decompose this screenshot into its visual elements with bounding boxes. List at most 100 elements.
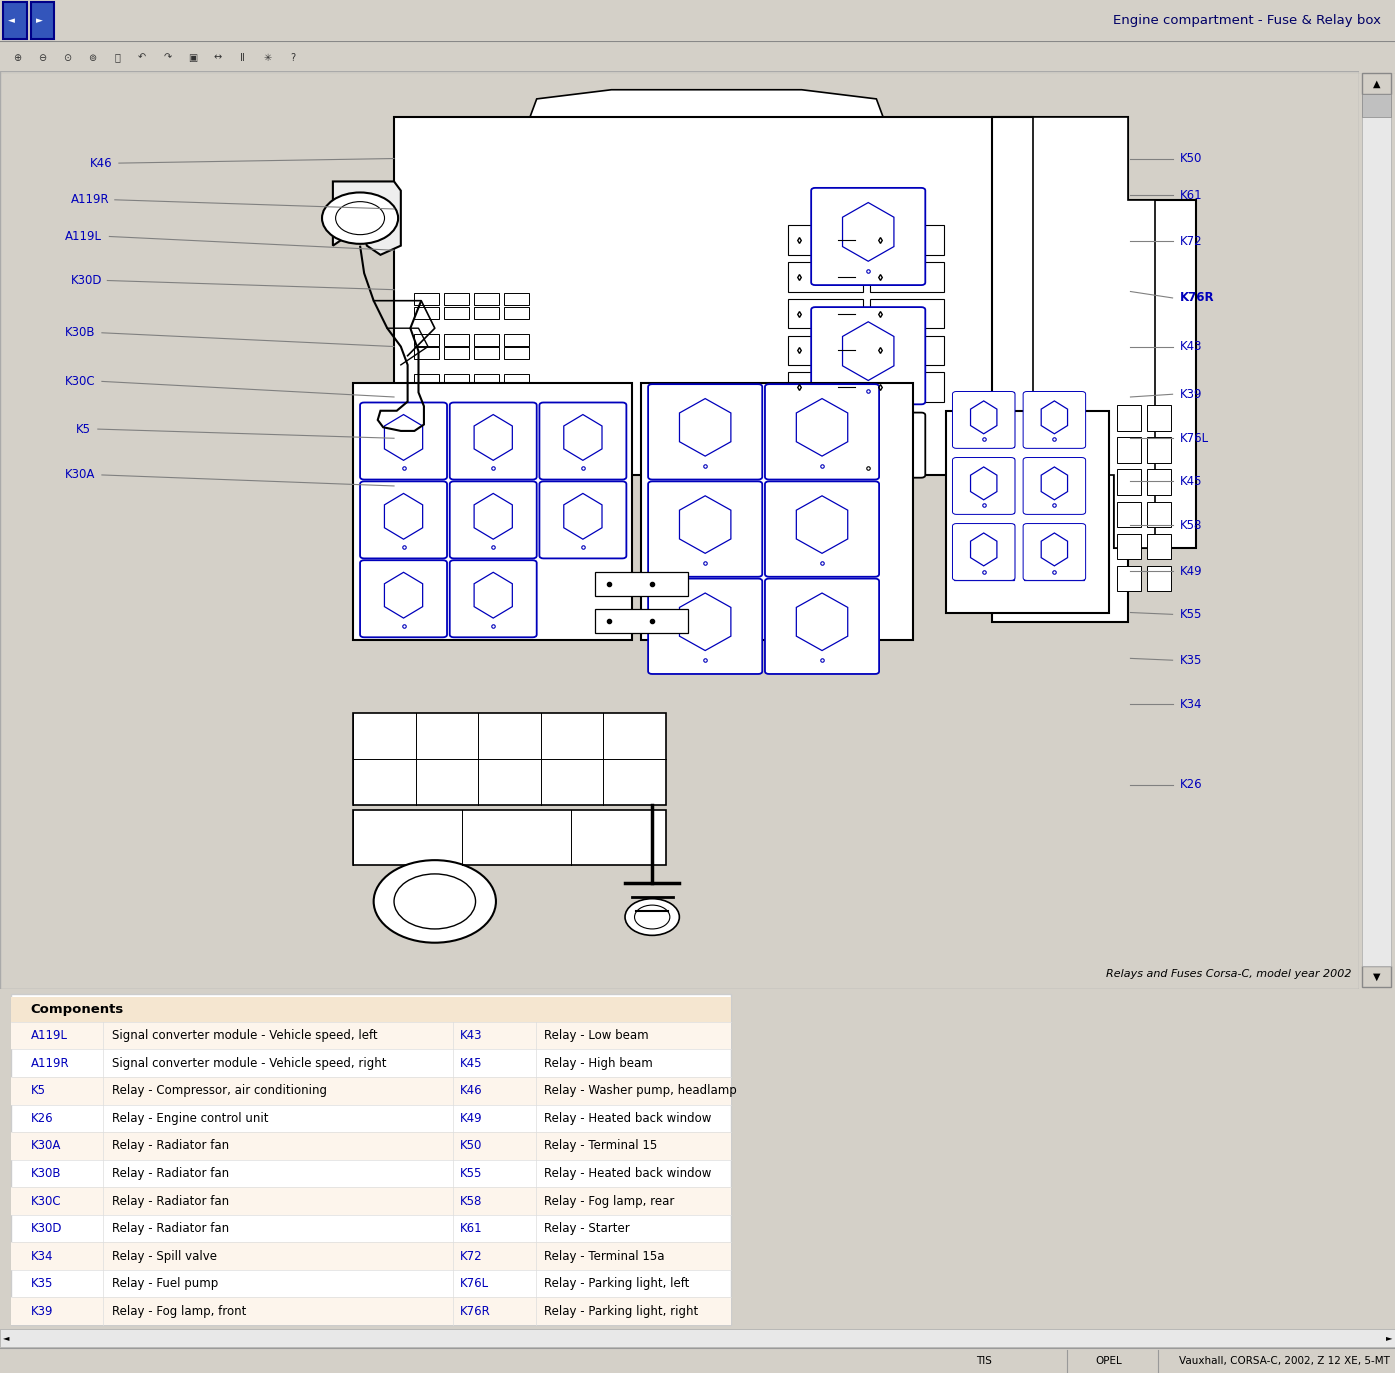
Bar: [1024, 524, 1084, 579]
Text: Relay - Radiator fan: Relay - Radiator fan: [112, 1195, 229, 1207]
Text: K30D: K30D: [31, 1222, 63, 1236]
Text: Relay - Spill valve: Relay - Spill valve: [112, 1249, 216, 1263]
Text: Relay - Engine control unit: Relay - Engine control unit: [112, 1112, 268, 1124]
Bar: [788, 262, 862, 291]
Bar: [642, 383, 914, 640]
Polygon shape: [530, 89, 883, 126]
Text: ↔: ↔: [213, 52, 222, 63]
Bar: [504, 387, 529, 400]
Text: K49: K49: [1179, 564, 1202, 578]
Text: K76L: K76L: [460, 1277, 490, 1291]
Polygon shape: [564, 415, 603, 460]
Bar: [1147, 405, 1172, 431]
Text: K30C: K30C: [66, 375, 96, 389]
Polygon shape: [564, 493, 603, 540]
Text: Relay - Radiator fan: Relay - Radiator fan: [112, 1222, 229, 1236]
Polygon shape: [797, 593, 848, 651]
Text: ?: ?: [290, 52, 296, 63]
FancyBboxPatch shape: [1023, 457, 1085, 515]
Bar: [954, 524, 1014, 579]
Polygon shape: [333, 181, 400, 255]
Text: K55: K55: [1179, 608, 1201, 621]
Text: K39: K39: [31, 1304, 53, 1318]
FancyBboxPatch shape: [953, 523, 1016, 581]
Circle shape: [393, 873, 476, 930]
Polygon shape: [971, 467, 997, 500]
Bar: [414, 509, 439, 520]
Text: K26: K26: [1179, 778, 1202, 791]
Polygon shape: [474, 493, 512, 540]
Bar: [444, 468, 469, 481]
Bar: [444, 496, 469, 507]
Bar: [414, 496, 439, 507]
Bar: [474, 496, 498, 507]
Text: ↷: ↷: [163, 52, 172, 63]
Bar: [414, 308, 439, 319]
FancyBboxPatch shape: [764, 384, 879, 479]
Bar: [946, 411, 1109, 612]
FancyBboxPatch shape: [649, 578, 762, 674]
Bar: [788, 372, 862, 401]
Bar: [11, 1133, 731, 1160]
FancyBboxPatch shape: [540, 482, 626, 559]
Polygon shape: [679, 593, 731, 651]
Text: ⊖: ⊖: [38, 52, 46, 63]
Bar: [444, 535, 469, 548]
Bar: [474, 575, 498, 588]
Text: Relay - Heated back window: Relay - Heated back window: [544, 1167, 711, 1179]
Bar: [504, 509, 529, 520]
Text: K30B: K30B: [66, 327, 96, 339]
Text: K26: K26: [31, 1112, 53, 1124]
Bar: [504, 294, 529, 305]
Bar: [504, 589, 529, 601]
Bar: [414, 535, 439, 548]
Text: K58: K58: [1179, 519, 1201, 531]
Text: ►: ►: [1385, 1333, 1392, 1343]
Text: K61: K61: [460, 1222, 483, 1236]
Bar: [444, 415, 469, 427]
Bar: [504, 373, 529, 386]
Text: ◄: ◄: [8, 16, 14, 25]
Text: K30C: K30C: [31, 1195, 61, 1207]
Bar: [11, 1076, 731, 1104]
Text: Relay - High beam: Relay - High beam: [544, 1057, 653, 1070]
Text: Relay - Parking light, right: Relay - Parking light, right: [544, 1304, 699, 1318]
FancyBboxPatch shape: [953, 391, 1016, 449]
Bar: [444, 373, 469, 386]
Text: K43: K43: [460, 1030, 483, 1042]
Text: ⊚: ⊚: [88, 52, 96, 63]
Bar: [474, 468, 498, 481]
Bar: [11, 994, 731, 1325]
Text: Signal converter module - Vehicle speed, right: Signal converter module - Vehicle speed,…: [112, 1057, 386, 1070]
Bar: [444, 454, 469, 467]
Bar: [788, 225, 862, 255]
Bar: [504, 535, 529, 548]
Bar: [353, 810, 665, 865]
Bar: [1117, 566, 1141, 592]
Bar: [1147, 501, 1172, 527]
Text: K76R: K76R: [460, 1304, 491, 1318]
Text: Relay - Fog lamp, front: Relay - Fog lamp, front: [112, 1304, 246, 1318]
Polygon shape: [797, 398, 848, 456]
FancyBboxPatch shape: [810, 188, 925, 286]
FancyBboxPatch shape: [3, 1, 27, 38]
FancyBboxPatch shape: [810, 412, 925, 478]
Bar: [869, 262, 944, 291]
Text: Vauxhall, CORSA-C, 2002, Z 12 XE, 5-MT: Vauxhall, CORSA-C, 2002, Z 12 XE, 5-MT: [1179, 1355, 1389, 1366]
FancyBboxPatch shape: [649, 482, 762, 577]
Bar: [504, 347, 529, 360]
FancyBboxPatch shape: [360, 560, 446, 637]
Bar: [954, 459, 1014, 514]
Text: K46: K46: [89, 157, 113, 170]
Text: K45: K45: [460, 1057, 483, 1070]
Text: ✳: ✳: [264, 52, 272, 63]
Bar: [1363, 73, 1391, 95]
Bar: [444, 334, 469, 346]
Text: OPEL: OPEL: [1095, 1355, 1122, 1366]
Circle shape: [635, 905, 670, 930]
Bar: [444, 387, 469, 400]
Polygon shape: [679, 496, 731, 553]
Bar: [504, 454, 529, 467]
Text: Signal converter module - Vehicle speed, left: Signal converter module - Vehicle speed,…: [112, 1030, 377, 1042]
Bar: [596, 608, 688, 633]
